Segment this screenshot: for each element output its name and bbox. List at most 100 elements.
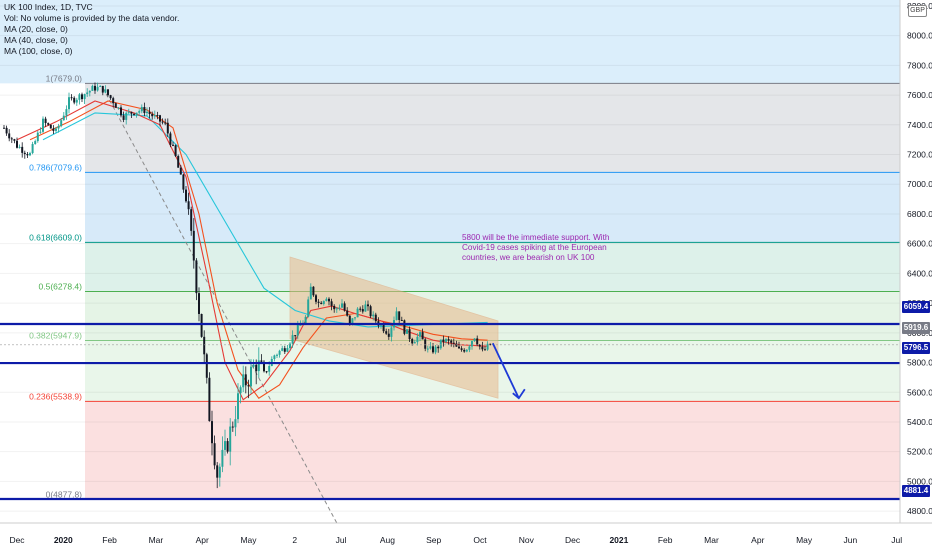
candle-body [260, 360, 263, 362]
grid-lines [0, 5, 900, 512]
candle-body [330, 301, 333, 306]
candle-body [18, 146, 21, 148]
time-tick-label: Feb [658, 535, 673, 545]
time-tick-label: May [240, 535, 257, 545]
candle-body [421, 332, 424, 340]
candle-body [294, 335, 297, 337]
candle-body [114, 103, 117, 108]
candle-body [143, 107, 146, 114]
candle-body [122, 115, 125, 120]
candle-body [49, 124, 52, 129]
candle-body [127, 111, 130, 113]
candle-body [328, 298, 330, 302]
candle-body [465, 349, 468, 352]
candle-body [83, 94, 86, 100]
price-tick-label: 8000.0 [907, 31, 932, 41]
currency-badge[interactable]: GBP [908, 5, 927, 17]
arrow-shaft[interactable] [491, 342, 520, 399]
candle-body [205, 354, 208, 378]
candle-body [151, 114, 154, 117]
candle-body [374, 314, 377, 322]
candle-body [135, 112, 138, 115]
arrow-head[interactable] [512, 388, 526, 400]
candle-body [471, 341, 473, 347]
time-tick-label: Sep [426, 535, 441, 545]
time-tick-label: 2 [292, 535, 297, 545]
ma20-legend[interactable]: MA (20, close, 0) [4, 24, 68, 34]
candle-body [320, 302, 323, 304]
candle-body [268, 366, 271, 372]
time-tick-label: 2021 [609, 535, 628, 545]
ma40-legend[interactable]: MA (40, close, 0) [4, 35, 68, 45]
candle-body [473, 338, 476, 342]
fib-zone [85, 401, 900, 500]
candle-body [216, 465, 219, 478]
candle-body [380, 324, 382, 326]
candle-body [406, 329, 408, 334]
fib-label: 0.618(6609.0) [29, 232, 82, 242]
candle-body [338, 307, 341, 309]
forecast-arrow[interactable] [491, 342, 526, 400]
candle-body [55, 128, 57, 131]
candle-body [367, 304, 369, 307]
candle-body [109, 95, 112, 99]
time-tick-label: Oct [473, 535, 487, 545]
candle-body [88, 90, 91, 93]
candle-body [60, 120, 63, 127]
candle-body [192, 230, 195, 261]
candle-body [211, 421, 213, 444]
candle-body [174, 145, 177, 157]
candle-body [208, 377, 211, 422]
candle-body [361, 309, 364, 312]
candle-body [369, 306, 372, 317]
candle-body [231, 426, 234, 428]
candle-body [364, 304, 367, 312]
price-axis[interactable]: 4800.05000.05200.05400.05600.05800.06000… [899, 0, 932, 550]
candle-body [195, 260, 198, 294]
time-axis-bg [0, 523, 932, 550]
candle-body [177, 156, 180, 168]
candle-body [322, 301, 325, 304]
time-tick-label: Dec [9, 535, 25, 545]
candle-body [8, 133, 11, 139]
candle-body [65, 109, 68, 116]
candle-body [91, 85, 94, 91]
candle-body [434, 346, 437, 353]
candle-body [411, 339, 414, 344]
fib-label: 0(4877.8) [46, 490, 83, 500]
candle-body [283, 348, 286, 352]
fib-label: 0.5(6278.4) [39, 281, 83, 291]
candle-body [23, 152, 26, 155]
candle-body [36, 132, 39, 142]
time-axis[interactable]: Dec 2020 Feb Mar Apr May 2 Jul Aug Sep Oct Nov Dec 20… [0, 522, 932, 550]
candle-body [408, 329, 411, 340]
candle-body [130, 111, 133, 114]
candle-body [312, 286, 315, 296]
candle-body [234, 419, 237, 428]
fib-zone-gray [85, 83, 900, 173]
trend-line [102, 87, 338, 524]
candle-body [286, 348, 289, 352]
price-tick-label: 5200.0 [907, 447, 932, 457]
price-tick-label: 5800.0 [907, 358, 932, 368]
candle-body [3, 127, 5, 129]
analysis-annotation[interactable]: 5800 will be the immediate support. With… [462, 233, 610, 262]
ma100-legend[interactable]: MA (100, close, 0) [4, 46, 73, 56]
candle-body [198, 293, 200, 314]
candle-body [146, 111, 148, 114]
price-tick-label: 5000.0 [907, 476, 932, 486]
price-tick-label: 5400.0 [907, 417, 932, 427]
candle-body [356, 308, 359, 318]
candle-body [101, 85, 104, 93]
candle-body [213, 443, 216, 466]
candle-body [70, 97, 73, 99]
candle-body [242, 374, 245, 388]
candle-body [247, 385, 250, 387]
candle-body [458, 346, 460, 349]
candle-body [125, 112, 128, 120]
candle-body [229, 426, 232, 452]
candle-body [96, 86, 99, 91]
horizontal-levels[interactable] [0, 322, 900, 501]
candle-body [10, 138, 13, 140]
time-tick-label: 2020 [54, 535, 73, 545]
